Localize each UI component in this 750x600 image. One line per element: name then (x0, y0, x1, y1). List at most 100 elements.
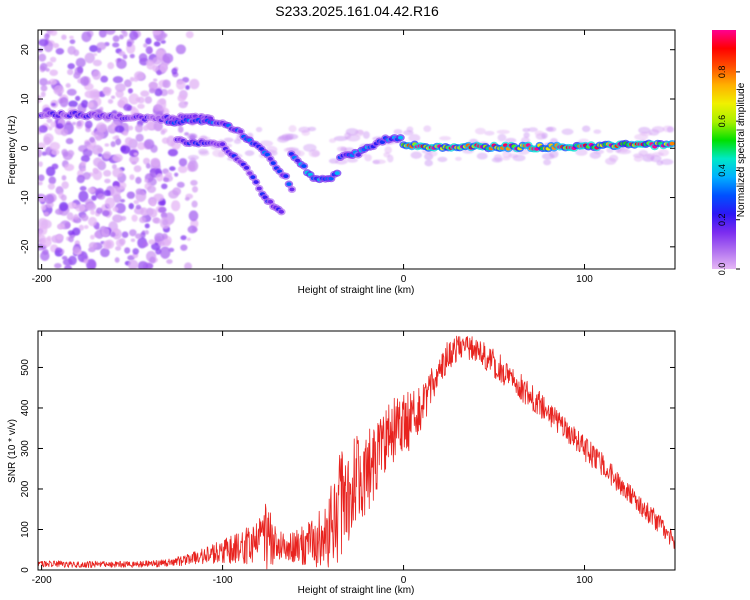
spectrogram-noise-blob (143, 43, 148, 48)
spectrogram-ridge-point (243, 165, 250, 170)
spectrogram-noise-blob (48, 176, 57, 185)
spectrogram-noise-blob (104, 30, 116, 35)
spectrogram-noise-blob (89, 44, 98, 53)
spectrogram-noise-blob (87, 187, 96, 194)
spectrogram-noise-blob (84, 120, 93, 129)
spectrogram-noise-blob (185, 31, 194, 39)
spectrogram-noise-blob (107, 99, 114, 104)
spectrogram-noise-blob (59, 97, 69, 108)
spectrogram-ridge-point (301, 164, 307, 168)
spectrogram-haze-blob (333, 136, 348, 142)
spectrogram-noise-blob (82, 148, 93, 158)
spectrogram-noise-blob (72, 246, 81, 254)
spectrogram-noise-blob (127, 259, 139, 269)
spectrogram-noise-blob (61, 175, 67, 181)
spectrogram-noise-blob (49, 56, 57, 63)
spectrogram-noise-blob (144, 178, 149, 183)
spectrogram-noise-blob (53, 85, 65, 96)
spectrogram-noise-blob (72, 227, 81, 236)
spectrogram-noise-blob (110, 185, 121, 198)
spectrogram-ridge-point (253, 180, 259, 184)
spectrogram-noise-blob (38, 153, 41, 157)
spectrogram-noise-blob (76, 174, 85, 184)
spectrogram-noise-blob (145, 46, 153, 55)
spectrogram-noise-blob (112, 35, 120, 43)
spectrogram-noise-blob (102, 210, 110, 217)
spectrogram-noise-blob (59, 201, 69, 212)
spectrogram-noise-blob (92, 167, 98, 173)
spectrogram-noise-blob (43, 212, 49, 216)
spectrogram-noise-blob (159, 63, 168, 73)
spectrogram-noise-blob (79, 185, 87, 192)
spectrogram-haze-blob (346, 157, 359, 163)
spectrogram-noise-blob (145, 262, 154, 269)
colorbar-gradient (712, 30, 736, 269)
spectrogram-noise-blob (169, 166, 176, 171)
spectrogram-noise-blob (51, 102, 56, 107)
spectrogram-noise-blob (130, 238, 136, 243)
spectrogram-noise-blob (154, 232, 165, 243)
spectrogram-haze-blob (223, 137, 234, 143)
spectrogram-noise-blob (131, 214, 138, 222)
spectrogram-noise-blob (142, 125, 149, 132)
spectrogram-noise-blob (146, 59, 154, 66)
snr-y-label: SNR (10 * v/v) (7, 419, 18, 483)
spectrogram-noise-blob (52, 43, 60, 49)
spectrogram-haze-blob (484, 130, 495, 136)
spectrogram-noise-blob (47, 126, 53, 131)
spectrogram-noise-blob (159, 217, 171, 230)
spectrogram-noise-blob (174, 172, 179, 177)
spectrogram-noise-blob (132, 248, 140, 255)
spectrogram-noise-blob (60, 128, 69, 137)
y-tick-label: 100 (20, 521, 31, 538)
spectrogram-noise-blob (139, 216, 147, 224)
spectrogram-noise-blob (49, 141, 61, 151)
spectrogram-noise-blob (67, 45, 76, 55)
spectrogram-haze-blob (633, 155, 643, 162)
spectrogram-x-label: Height of straight line (km) (298, 285, 415, 296)
y-tick-label: 0 (20, 145, 31, 151)
spectrogram-noise-blob (186, 237, 191, 241)
spectrogram-noise-blob (160, 129, 166, 135)
spectrogram-noise-blob (184, 262, 193, 269)
spectrogram-noise-blob (92, 70, 101, 81)
spectrogram-noise-blob (120, 215, 127, 221)
spectrogram-noise-blob (159, 246, 171, 259)
spectrogram-noise-blob (178, 101, 188, 109)
spectrogram-haze-blob (660, 158, 674, 166)
spectrogram-noise-blob (191, 200, 198, 208)
spectrogram-noise-blob (66, 88, 77, 96)
spectrogram-noise-blob (80, 214, 89, 222)
spectrogram-noise-blob (91, 144, 103, 155)
spectrogram-haze-blob (581, 125, 591, 133)
spectrogram-noise-blob (129, 53, 135, 59)
spectrogram-noise-blob (38, 195, 47, 203)
spectrogram-haze-blob (502, 151, 512, 158)
spectrogram-noise-blob (127, 88, 133, 94)
spectrogram-noise-blob (85, 127, 91, 133)
colorbar-ticks: 0.0 0.2 0.4 0.6 0.8 (717, 66, 740, 275)
spectrogram-noise-blob (39, 77, 48, 86)
spectrogram-noise-blob (92, 59, 102, 67)
spectrogram-noise-blob (150, 157, 161, 167)
spectrogram-noise-blob (73, 214, 79, 221)
spectrogram-noise-blob (177, 94, 186, 102)
spectrogram-noise-blob (151, 202, 156, 207)
spectrogram-noise-blob (71, 121, 77, 126)
spectrogram-noise-blob (38, 125, 48, 133)
spectrogram-noise-blob (102, 151, 112, 159)
spectrogram-noise-blob (143, 138, 155, 150)
spectrogram-noise-blob (128, 202, 134, 210)
y-tick-label: 400 (20, 399, 31, 416)
spectrogram-noise-blob (104, 143, 110, 147)
colorbar: 0.0 0.2 0.4 0.6 0.8 Normalized spectral ampl… (712, 30, 747, 275)
spectrogram-noise-blob (84, 90, 95, 99)
spectrogram-noise-blob (39, 62, 48, 71)
spectrogram-noise-blob (103, 86, 112, 94)
spectrogram-noise-blob (90, 234, 95, 240)
spectrogram-noise-blob (104, 178, 111, 184)
spectrogram-haze-blob (476, 152, 488, 160)
chart-title: S233.2025.161.04.42.R16 (275, 3, 439, 19)
spectrogram-haze-blob (298, 126, 311, 133)
spectrogram-noise-blob (135, 133, 144, 142)
